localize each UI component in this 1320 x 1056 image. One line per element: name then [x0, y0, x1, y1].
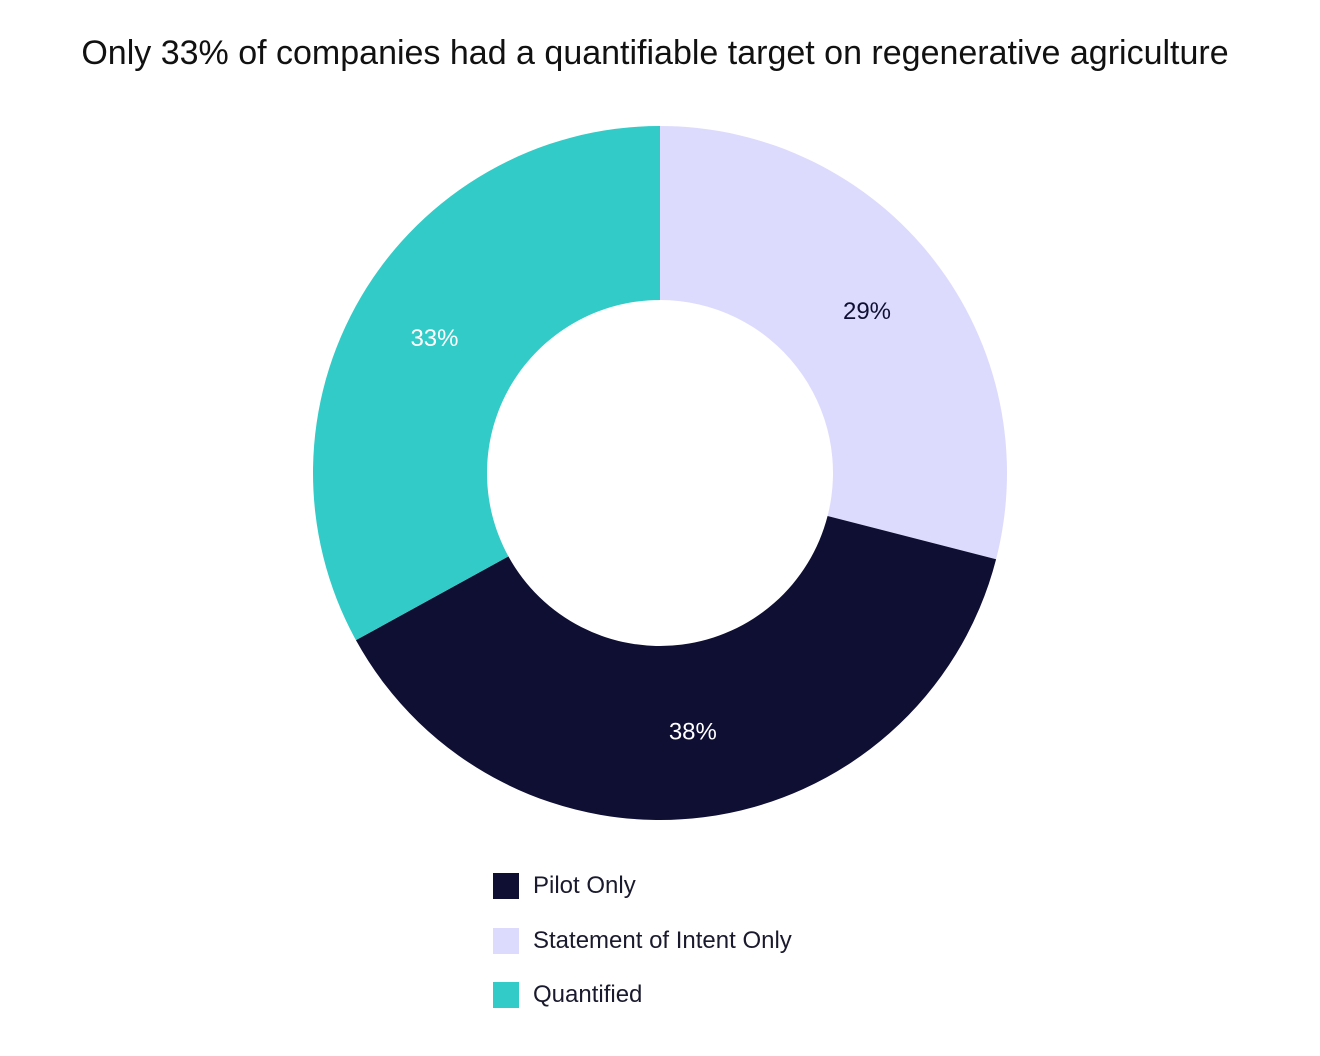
donut-slices [313, 126, 1007, 820]
donut-slice-quantified [313, 126, 660, 641]
chart-title: Only 33% of companies had a quantifiable… [81, 34, 1229, 72]
donut-slice-statement-of-intent-only [660, 126, 1007, 560]
data-label-pilot-only: 38% [669, 718, 717, 745]
legend-label-statement-of-intent-only: Statement of Intent Only [533, 926, 792, 954]
legend-swatch-quantified [493, 982, 519, 1008]
donut-slice-labels: 29% 38% 33% [410, 298, 891, 746]
legend-item: Quantified [493, 977, 792, 1013]
legend-item: Pilot Only [493, 868, 792, 904]
legend-item: Statement of Intent Only [493, 923, 792, 959]
data-label-statement-of-intent-only: 29% [843, 298, 891, 325]
chart-legend: Pilot Only Statement of Intent Only Quan… [493, 868, 792, 1032]
legend-swatch-pilot-only [493, 873, 519, 899]
donut-slice-pilot-only [355, 516, 997, 820]
legend-swatch-statement-of-intent-only [493, 927, 519, 954]
data-label-quantified: 33% [410, 325, 458, 352]
legend-label-pilot-only: Pilot Only [533, 872, 636, 899]
legend-label-quantified: Quantified [533, 981, 643, 1008]
